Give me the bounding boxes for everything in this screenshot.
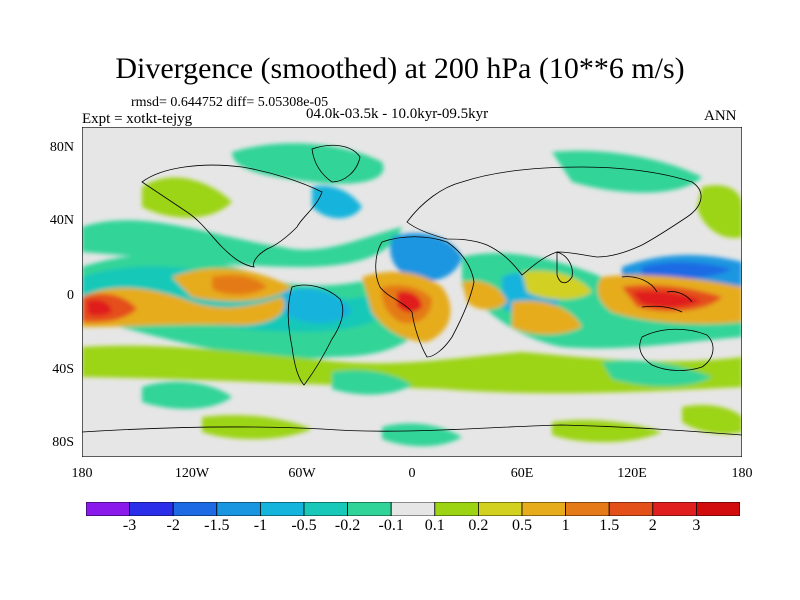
colorbar-label: -2 (166, 517, 180, 534)
lon-label-0: 0 (408, 466, 416, 481)
colorbar-label: -3 (122, 517, 137, 534)
colorbar-box (565, 502, 610, 516)
colorbar-label: -0.1 (378, 517, 404, 534)
lat-label-80n: 80N (49, 140, 74, 155)
colorbar-label: -1 (253, 517, 268, 534)
colorbar-box (477, 502, 523, 516)
plot-title: Divergence (smoothed) at 200 hPa (10**6 … (115, 52, 685, 85)
colorbar-box (347, 502, 392, 516)
colorbar-label: 3 (692, 517, 701, 534)
colorbar-box (434, 502, 479, 516)
lat-label-40n: 40N (49, 213, 74, 228)
lat-label-80s: 80S (52, 435, 74, 450)
colorbar-box (652, 502, 697, 516)
colorbar-box (696, 502, 740, 516)
lat-label-40s: 40S (52, 362, 74, 377)
lat-label-0: 0 (67, 288, 74, 303)
lon-label-60e: 60E (510, 466, 534, 481)
lon-label-60w: 60W (288, 466, 316, 481)
colorbar-box (521, 502, 566, 516)
colorbar-box (303, 502, 348, 516)
colorbar-label: -0.5 (291, 517, 317, 534)
colorbar-label: -0.2 (334, 517, 361, 534)
coastlines (82, 144, 742, 436)
colorbar-box (172, 502, 218, 516)
experiment-label: Expt = xotkt-tejyg (82, 111, 193, 127)
divergence-map (82, 127, 742, 457)
colorbar-label: 0.5 (512, 517, 532, 534)
rmsd-stats: rmsd= 0.644752 diff= 5.05308e-05 (131, 95, 329, 110)
colorbar-label: 1 (561, 517, 570, 534)
colorbar-box (86, 502, 130, 516)
colorbar-label: 0.1 (424, 517, 445, 534)
lon-label-120w: 120W (174, 466, 210, 481)
colorbar-label: 2 (648, 517, 657, 534)
colorbar-label: -1.5 (204, 517, 230, 534)
colorbar (86, 502, 740, 516)
colorbar-box (608, 502, 654, 516)
colorbar-label: 1.5 (599, 517, 620, 534)
period-label: 04.0k-03.5k - 10.0kyr-09.5kyr (306, 106, 489, 122)
season-label: ANN (704, 108, 737, 124)
colorbar-box (390, 502, 436, 516)
lon-label-120e: 120E (617, 466, 647, 481)
colorbar-box (129, 502, 174, 516)
colorbar-box (216, 502, 261, 516)
contour-fields (82, 143, 742, 447)
lon-label-180e: 180 (731, 466, 753, 481)
colorbar-box (259, 502, 305, 516)
lon-label-180w: 180 (71, 466, 93, 481)
colorbar-label: 0.2 (468, 517, 489, 534)
